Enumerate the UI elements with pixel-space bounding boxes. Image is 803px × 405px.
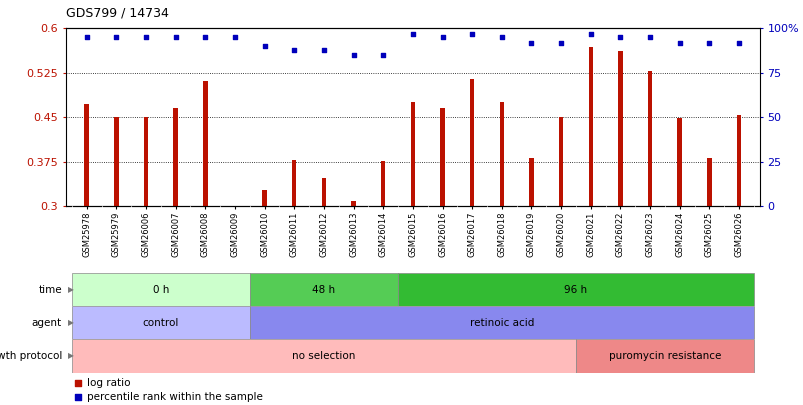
Text: ▶: ▶	[68, 318, 74, 327]
Bar	[262, 190, 267, 206]
Point	[613, 34, 626, 40]
Point	[672, 39, 685, 46]
Point	[347, 52, 360, 58]
Point	[584, 30, 597, 37]
Bar	[291, 160, 296, 206]
Bar	[381, 161, 385, 206]
Bar	[203, 81, 207, 206]
Text: ▶: ▶	[68, 285, 74, 294]
Text: agent: agent	[32, 318, 62, 328]
Point	[72, 379, 85, 386]
Bar	[351, 201, 356, 206]
Bar	[144, 117, 148, 206]
Bar	[71, 306, 250, 339]
Point	[702, 39, 715, 46]
Point	[110, 34, 123, 40]
Point	[140, 34, 153, 40]
Point	[228, 34, 241, 40]
Text: no selection: no selection	[291, 351, 355, 361]
Point	[287, 47, 300, 53]
Point	[169, 34, 181, 40]
Bar	[114, 117, 118, 206]
Bar	[575, 339, 753, 373]
Point	[406, 30, 419, 37]
Text: ▶: ▶	[68, 352, 74, 360]
Bar	[528, 158, 533, 206]
Point	[198, 34, 211, 40]
Point	[554, 39, 567, 46]
Bar	[440, 109, 444, 206]
Bar	[173, 109, 177, 206]
Point	[377, 52, 389, 58]
Bar	[677, 118, 681, 206]
Bar	[71, 339, 575, 373]
Point	[495, 34, 507, 40]
Bar	[588, 47, 593, 206]
Text: 0 h: 0 h	[153, 285, 169, 294]
Text: 96 h: 96 h	[564, 285, 587, 294]
Point	[524, 39, 537, 46]
Point	[435, 34, 448, 40]
Text: control: control	[142, 318, 179, 328]
Text: log ratio: log ratio	[87, 377, 130, 388]
Bar	[736, 115, 740, 206]
Text: 48 h: 48 h	[312, 285, 335, 294]
Bar	[397, 273, 753, 306]
Text: time: time	[39, 285, 62, 294]
Point	[317, 47, 330, 53]
Text: retinoic acid: retinoic acid	[469, 318, 533, 328]
Bar	[84, 104, 89, 206]
Bar	[71, 273, 250, 306]
Text: growth protocol: growth protocol	[0, 351, 62, 361]
Bar	[647, 71, 651, 206]
Point	[732, 39, 744, 46]
Bar	[410, 102, 414, 206]
Text: GDS799 / 14734: GDS799 / 14734	[66, 6, 169, 19]
Bar	[250, 273, 397, 306]
Point	[258, 43, 271, 49]
Bar	[469, 79, 474, 206]
Point	[643, 34, 656, 40]
Bar	[618, 51, 622, 206]
Bar	[707, 158, 711, 206]
Text: percentile rank within the sample: percentile rank within the sample	[87, 392, 263, 402]
Point	[80, 34, 93, 40]
Point	[72, 394, 85, 400]
Bar	[321, 178, 326, 206]
Bar	[250, 306, 753, 339]
Bar	[499, 102, 503, 206]
Point	[465, 30, 478, 37]
Text: puromycin resistance: puromycin resistance	[608, 351, 720, 361]
Bar	[558, 117, 563, 206]
